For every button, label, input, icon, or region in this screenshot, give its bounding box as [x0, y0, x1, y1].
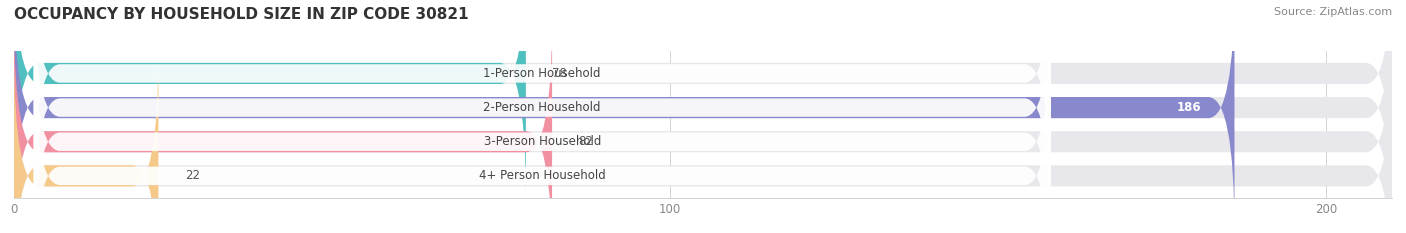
FancyBboxPatch shape: [14, 50, 1392, 233]
FancyBboxPatch shape: [14, 16, 553, 233]
Text: 22: 22: [184, 169, 200, 182]
Text: Source: ZipAtlas.com: Source: ZipAtlas.com: [1274, 7, 1392, 17]
FancyBboxPatch shape: [34, 48, 1050, 233]
FancyBboxPatch shape: [14, 16, 1392, 233]
Text: 4+ Person Household: 4+ Person Household: [479, 169, 606, 182]
Text: 186: 186: [1177, 101, 1202, 114]
FancyBboxPatch shape: [14, 0, 1234, 233]
FancyBboxPatch shape: [14, 50, 159, 233]
Text: OCCUPANCY BY HOUSEHOLD SIZE IN ZIP CODE 30821: OCCUPANCY BY HOUSEHOLD SIZE IN ZIP CODE …: [14, 7, 468, 22]
FancyBboxPatch shape: [34, 0, 1050, 233]
FancyBboxPatch shape: [34, 0, 1050, 201]
Text: 1-Person Household: 1-Person Household: [484, 67, 600, 80]
Text: 2-Person Household: 2-Person Household: [484, 101, 600, 114]
FancyBboxPatch shape: [14, 0, 1392, 233]
Text: 82: 82: [578, 135, 593, 148]
Text: 78: 78: [553, 67, 567, 80]
FancyBboxPatch shape: [34, 14, 1050, 233]
Text: 3-Person Household: 3-Person Household: [484, 135, 600, 148]
FancyBboxPatch shape: [14, 0, 1392, 199]
FancyBboxPatch shape: [14, 0, 526, 199]
